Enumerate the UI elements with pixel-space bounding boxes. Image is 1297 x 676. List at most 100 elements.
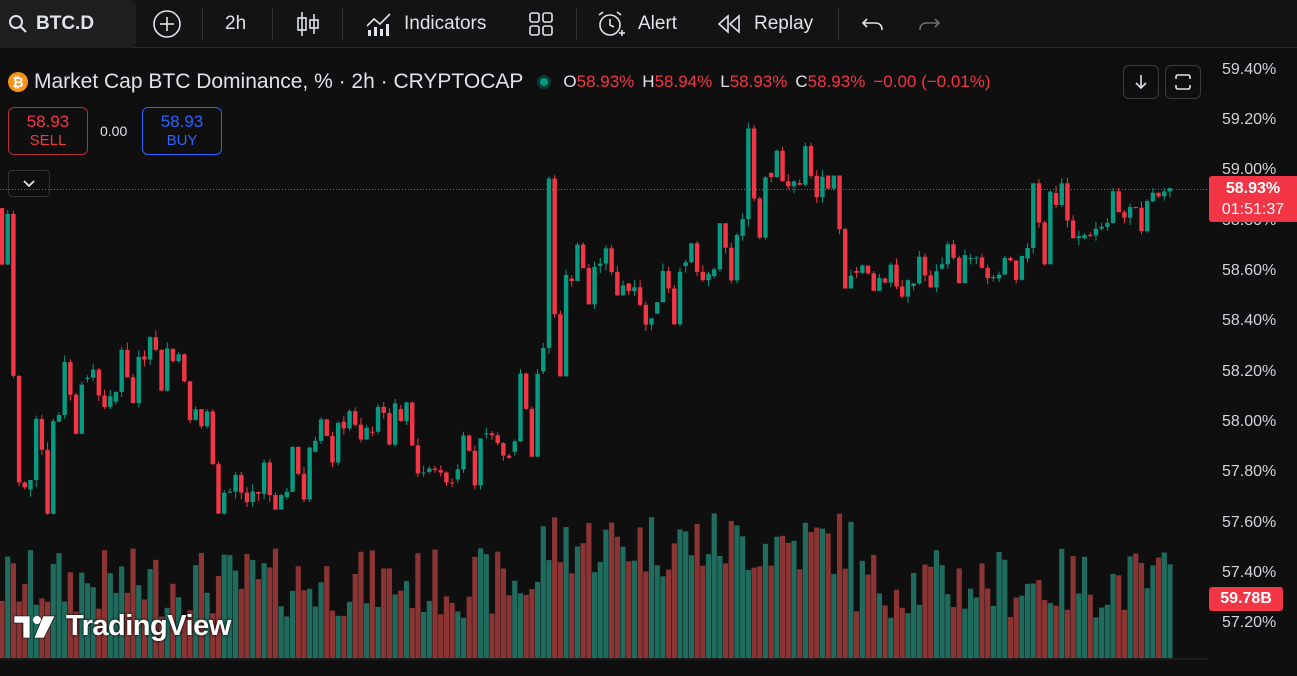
volume-bar [609, 522, 615, 658]
candle-body [415, 445, 421, 474]
candle-body [615, 271, 620, 296]
buy-button[interactable]: 58.93 BUY [142, 107, 222, 155]
volume-bar [113, 592, 119, 658]
ohlc-high: H58.94% [642, 72, 712, 92]
volume-bar [426, 600, 432, 658]
volume-bar [403, 581, 410, 658]
chart-pane[interactable] [0, 48, 1297, 676]
volume-bar [717, 555, 723, 658]
volume-bar [1110, 574, 1116, 658]
collapse-legend-button[interactable] [8, 170, 50, 197]
volume-bar [580, 543, 586, 658]
volume-bar [193, 565, 199, 658]
candle-body [33, 418, 39, 481]
price-tick: 59.00% [1222, 161, 1277, 178]
candle-body [387, 412, 392, 445]
sell-button[interactable]: 58.93 SELL [8, 107, 88, 155]
candle-body [56, 415, 62, 422]
volume-bar [421, 611, 427, 658]
candle-body [860, 265, 865, 273]
volume-bar [301, 590, 307, 658]
candles [0, 122, 1173, 515]
volume-bar [1127, 556, 1133, 658]
volume-bar [517, 593, 524, 658]
undo-button[interactable] [860, 0, 886, 48]
candle-body [261, 462, 267, 494]
volume-bar [529, 589, 535, 658]
candle-body [820, 176, 825, 198]
indicators-button[interactable]: Indicators [364, 0, 486, 48]
candle-body [660, 271, 666, 303]
replay-button[interactable]: Replay [716, 0, 813, 48]
volume-bar [238, 588, 244, 658]
volume-bar [996, 551, 1002, 658]
volume-bar [882, 605, 888, 658]
candle-body [330, 435, 335, 463]
volume-bar [90, 587, 96, 658]
market-status-icon[interactable] [537, 75, 552, 89]
volume-bar [905, 613, 911, 658]
volume-bar [671, 543, 677, 658]
scroll-to-latest-button[interactable] [1123, 65, 1159, 99]
candle-body [797, 183, 802, 185]
candle-body [318, 419, 324, 441]
volume-bar [591, 572, 598, 658]
volume-bar [893, 589, 900, 658]
candle-body [1048, 191, 1053, 265]
candle-body [358, 424, 364, 440]
volume-bar [574, 546, 581, 658]
candle-body [278, 495, 284, 510]
volume-bar [153, 559, 159, 658]
price-change: −0.00 (−0.01%) [873, 72, 991, 91]
candle-body [956, 257, 962, 284]
candle-body [216, 464, 221, 514]
ohlc-open-value: 58.93% [576, 72, 635, 91]
volume-bar [198, 552, 205, 658]
candle-body [706, 273, 711, 281]
candle-body [22, 482, 27, 488]
candle-body [694, 243, 700, 272]
volume-bar [495, 551, 501, 658]
templates-button[interactable] [528, 0, 554, 48]
volume-bar [1047, 603, 1053, 658]
spread-value: 0.00 [100, 123, 128, 139]
volume-bar [1007, 616, 1014, 658]
price-tick: 59.20% [1222, 111, 1277, 128]
fullscreen-button[interactable] [1165, 65, 1201, 99]
candle-body [768, 172, 774, 178]
volume-bar [1053, 605, 1059, 658]
candle-body [187, 381, 193, 421]
candle-body [1042, 222, 1047, 265]
volume-bar [534, 581, 541, 658]
volume-bar [1150, 565, 1156, 658]
candle-body [90, 369, 96, 378]
volume-bar [523, 594, 529, 658]
series-title[interactable]: Market Cap BTC Dominance, % · 2h · CRYPT… [34, 70, 524, 93]
interval-button[interactable]: 2h [225, 0, 246, 48]
price-chart[interactable] [0, 48, 1297, 676]
volume-bar [1144, 588, 1150, 658]
volume-bar [1024, 583, 1031, 658]
ohlc-high-key: H [642, 72, 655, 91]
volume-bar [779, 535, 786, 658]
volume-bar [341, 615, 347, 658]
volume-bar [307, 588, 313, 658]
tradingview-logo[interactable]: TradingView [12, 610, 231, 643]
volume-bar [1099, 607, 1105, 658]
volume-bar [312, 606, 318, 658]
series-legend[interactable]: ₿ Market Cap BTC Dominance, % · 2h · CRY… [8, 66, 991, 98]
volume-bar [386, 568, 393, 658]
candle-body [643, 304, 649, 325]
symbol-search-button[interactable]: BTC.D [0, 0, 136, 48]
candle-body [580, 244, 586, 269]
volume-bar [141, 599, 148, 658]
chart-type-button[interactable] [294, 0, 322, 48]
alert-button[interactable]: Alert [596, 0, 677, 48]
buy-label: BUY [166, 132, 198, 149]
volume-bar [1059, 548, 1065, 658]
volume-bar [871, 554, 877, 658]
volume-bar [1167, 564, 1173, 658]
compare-symbol-button[interactable] [152, 0, 182, 48]
redo-button[interactable] [916, 0, 942, 48]
candle-body [227, 491, 233, 493]
